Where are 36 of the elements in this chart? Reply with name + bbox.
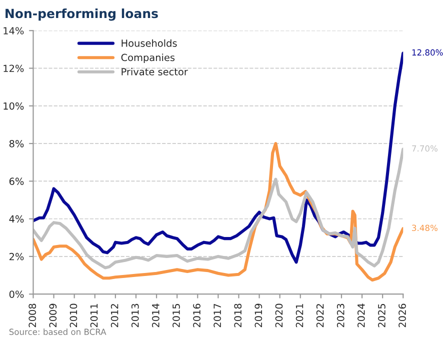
data-label: 12.80% <box>412 49 443 56</box>
x-tick-label: 2008 <box>28 304 36 328</box>
y-tick-label: 12% <box>4 64 24 72</box>
x-tick-label: 2010 <box>70 304 78 328</box>
x-tick-label: 2021 <box>296 304 304 328</box>
legend-label: Households <box>122 39 177 47</box>
x-tick-label: 2013 <box>131 304 139 328</box>
line-series <box>33 52 404 264</box>
data-label: 3.48% <box>412 224 438 232</box>
x-tick-label: 2015 <box>172 304 180 328</box>
y-tick-label: 8% <box>9 140 24 148</box>
data-label: 7.70% <box>412 145 438 152</box>
y-tick-label: 0% <box>9 290 24 298</box>
y-tick-label: 4% <box>9 215 24 223</box>
x-tick-label: 2022 <box>316 304 324 328</box>
x-tick-label: 2017 <box>214 304 221 328</box>
x-tick-label: 2023 <box>336 304 344 328</box>
legend-label: Companies <box>121 54 175 64</box>
x-tick-label: 2009 <box>49 304 57 328</box>
source-note: Source: based on BCRA <box>9 328 106 335</box>
y-tick-label: 14% <box>4 27 24 34</box>
y-tick-label: 10% <box>4 102 24 110</box>
y-tick-label: 6% <box>9 178 24 186</box>
x-tick-label: 2025 <box>378 304 386 328</box>
x-tick-label: 2016 <box>193 304 200 328</box>
y-tick-label: 2% <box>9 252 24 260</box>
x-tick-label: 2026 <box>398 304 406 328</box>
x-tick-label: 2011 <box>90 304 98 328</box>
legend-label: Private sector <box>122 68 188 76</box>
x-tick-label: 2012 <box>110 304 118 328</box>
chart-title: Non-performing loans <box>6 8 158 21</box>
x-tick-label: 2020 <box>275 304 283 328</box>
x-tick-label: 2024 <box>357 304 365 328</box>
x-tick-label: 2014 <box>152 304 160 328</box>
x-tick-label: 2018 <box>234 304 242 328</box>
x-tick-label: 2019 <box>254 304 262 328</box>
